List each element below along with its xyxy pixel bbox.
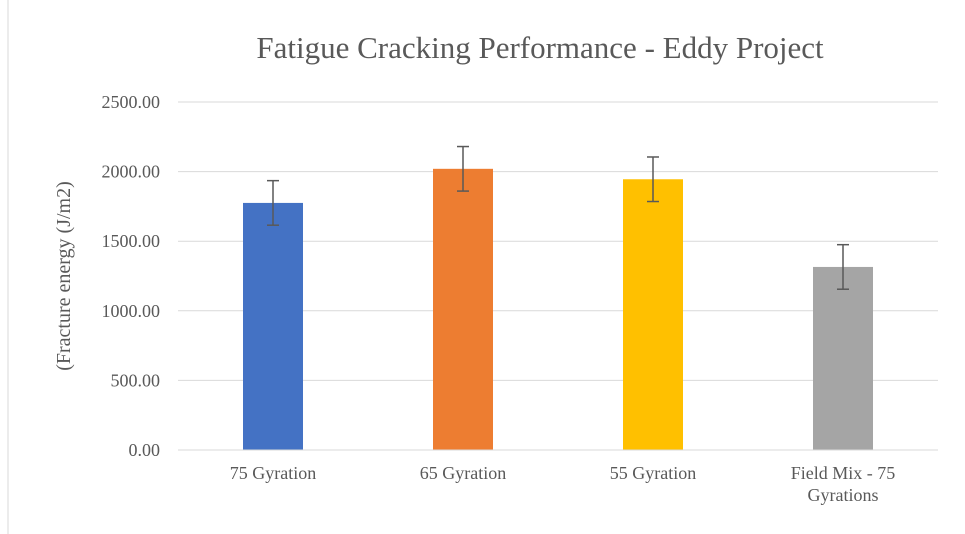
y-axis-label: (Fracture energy (J/m2) xyxy=(53,181,75,371)
chart-title: Fatigue Cracking Performance - Eddy Proj… xyxy=(256,30,824,65)
x-tick-label: Field Mix - 75 Gyrations xyxy=(790,463,896,505)
y-tick-label: 1000.00 xyxy=(102,301,161,321)
error-bar xyxy=(837,243,849,290)
error-bar xyxy=(457,145,469,192)
x-tick-label: 65 Gyration xyxy=(419,463,507,483)
x-tick-label: 75 Gyration xyxy=(229,463,317,483)
y-tick-label: 500.00 xyxy=(111,370,161,390)
y-tick-label: 1500.00 xyxy=(102,231,161,251)
y-tick-label: 2000.00 xyxy=(102,162,161,182)
bar xyxy=(433,168,493,451)
bar xyxy=(813,266,873,450)
error-bar xyxy=(647,156,659,203)
bar xyxy=(243,202,303,450)
x-tick-label: 55 Gyration xyxy=(609,463,697,483)
bar xyxy=(623,179,683,451)
y-tick-label: 0.00 xyxy=(129,440,161,460)
y-tick-label: 2500.00 xyxy=(102,92,161,112)
error-bar xyxy=(267,179,279,226)
